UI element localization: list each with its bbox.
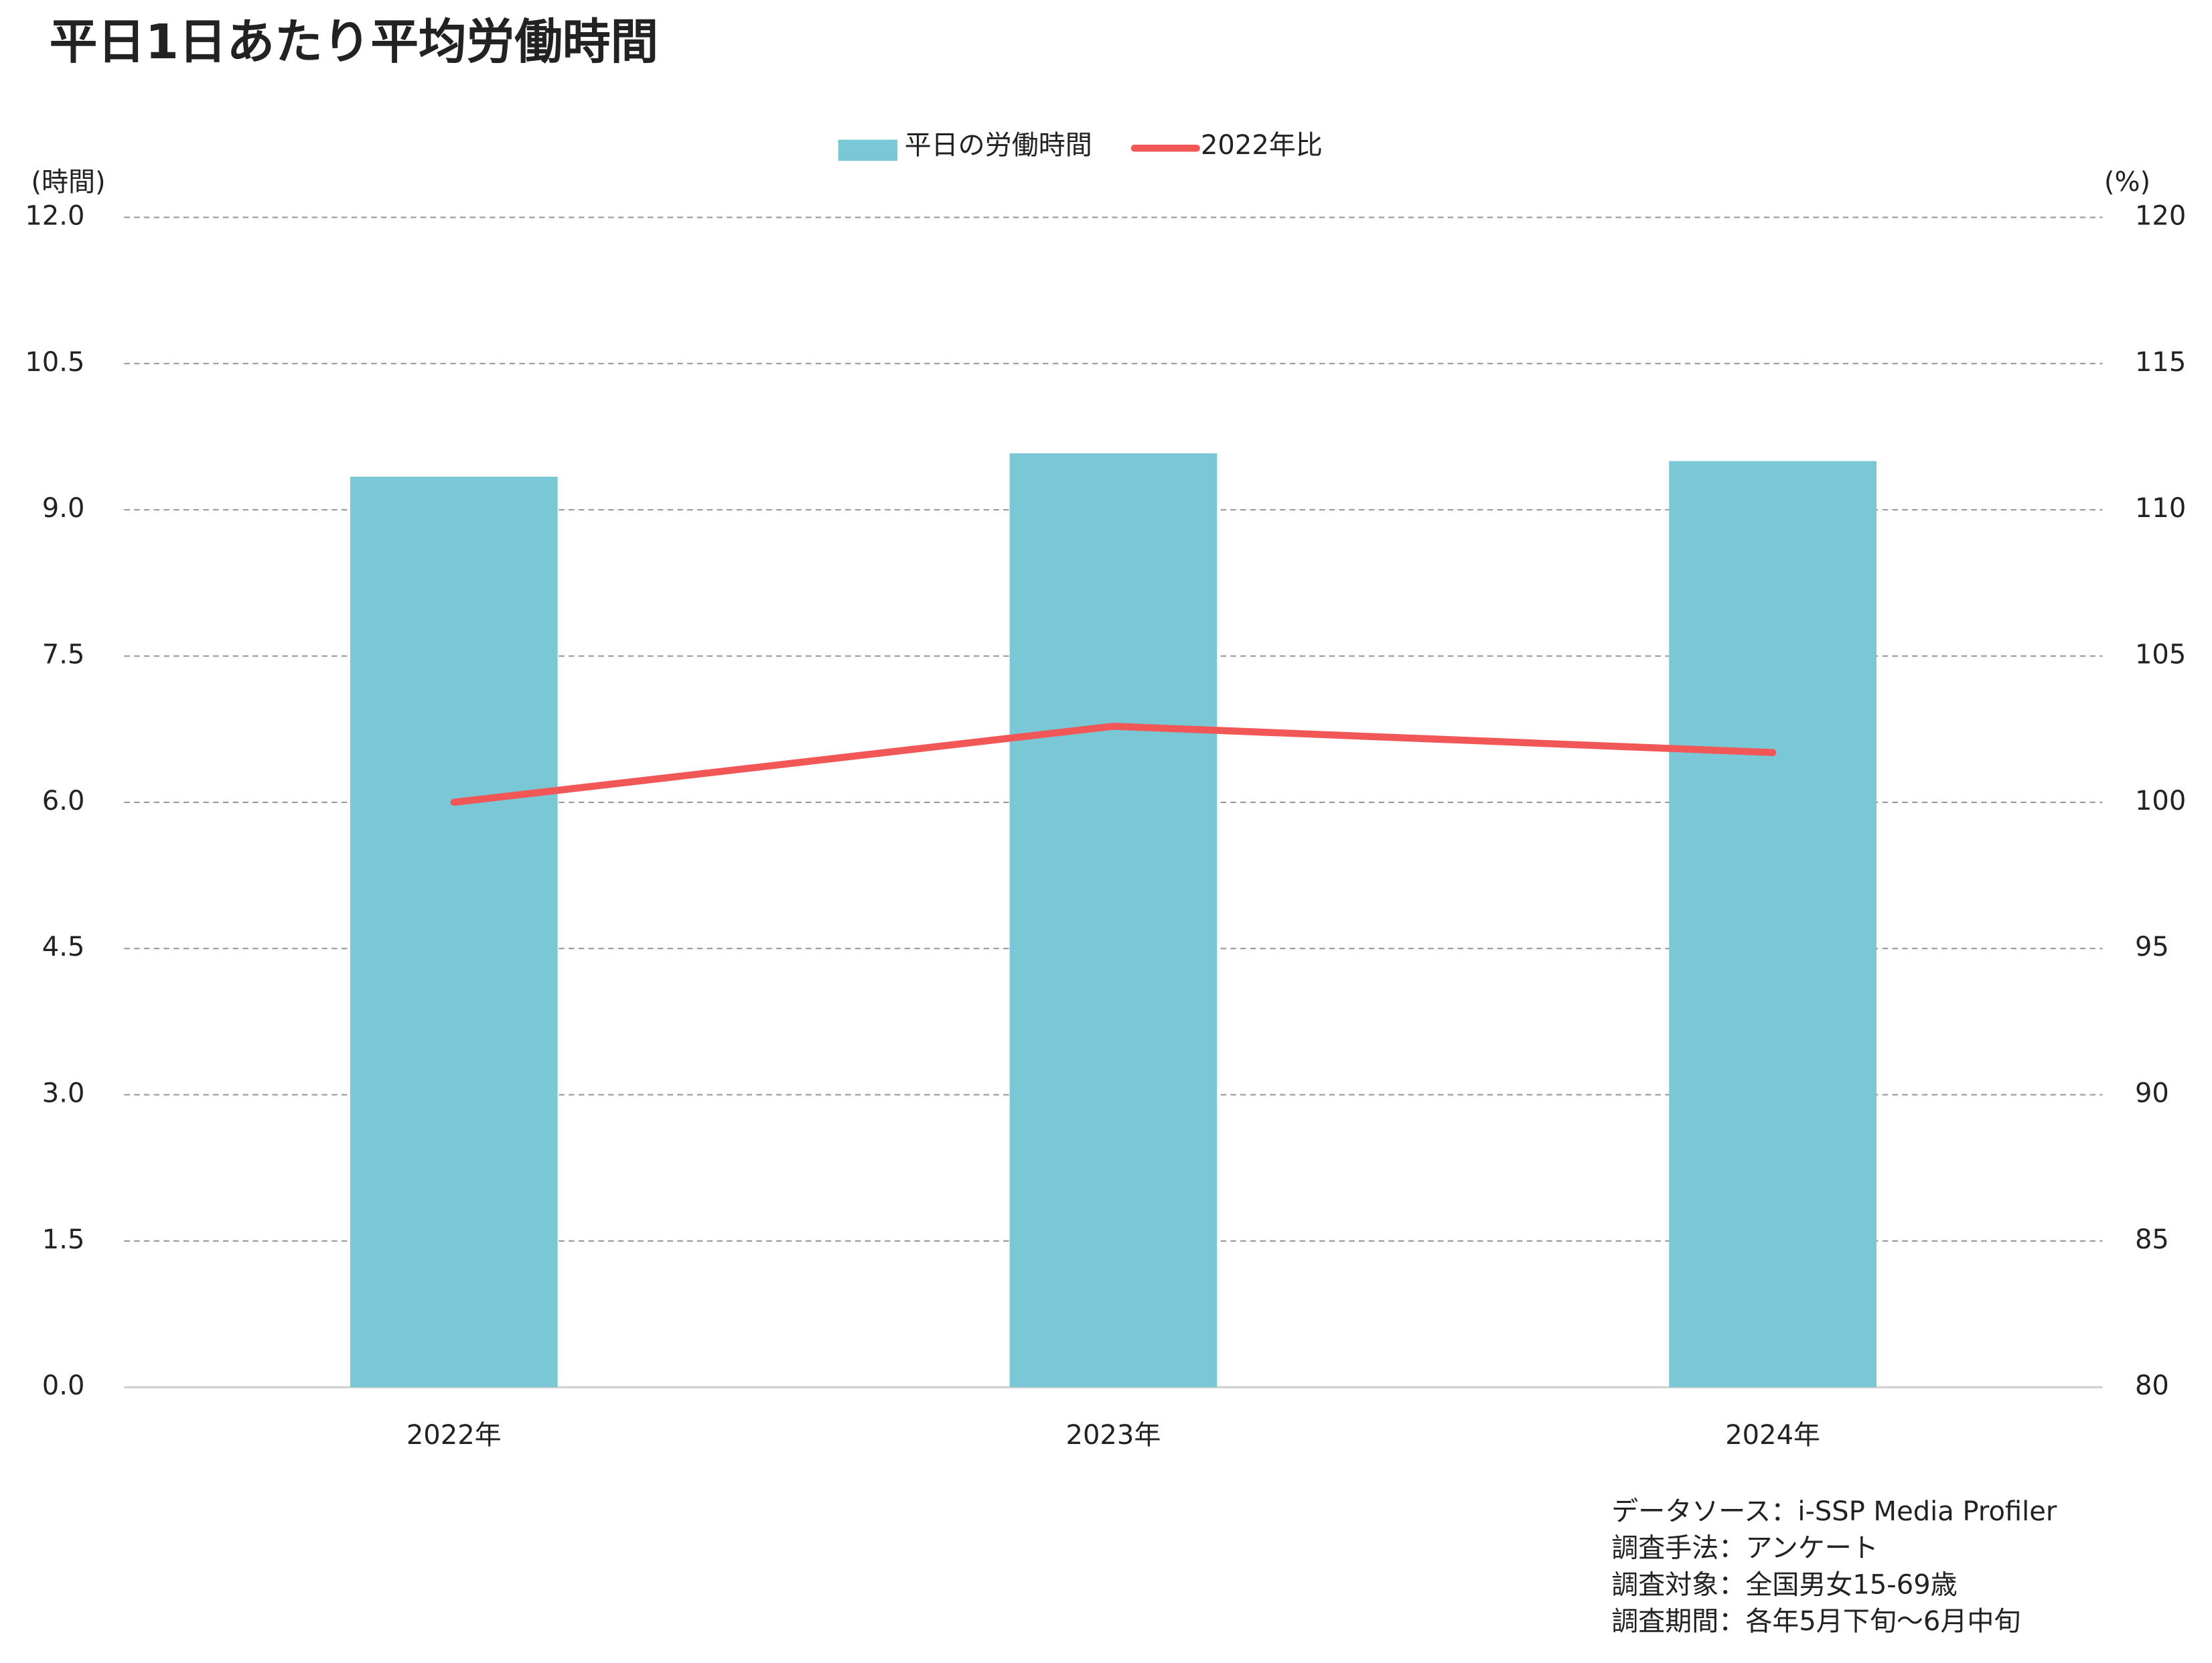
y-axis-label: (時間)	[31, 167, 105, 198]
x-tick-label: 2023年	[1066, 1420, 1161, 1451]
y-tick-label: 0.0	[42, 1370, 85, 1401]
line	[450, 723, 1777, 806]
x-tick-label: 2022年	[407, 1420, 502, 1451]
y-tick-label: 3.0	[42, 1078, 85, 1109]
y2-tick-label: 115	[2135, 347, 2186, 378]
bar	[1009, 453, 1218, 1388]
y-tick-label: 9.0	[42, 493, 85, 524]
y-tick-label: 4.5	[42, 932, 85, 962]
legend-label: 2022年比	[1201, 130, 1323, 161]
y2-axis-label: (%)	[2104, 167, 2150, 198]
bar	[1669, 461, 1877, 1388]
y2-tick-label: 100	[2135, 786, 2186, 816]
legend-label: 平日の労働時間	[905, 130, 1092, 161]
y2-tick-label: 85	[2135, 1224, 2169, 1255]
y-tick-label: 1.5	[42, 1224, 85, 1255]
y2-tick-label: 90	[2135, 1078, 2169, 1109]
y-tick-label: 6.0	[42, 786, 85, 816]
y2-tick-label: 105	[2135, 640, 2186, 670]
chart-title: 平日1日あたり平均労働時間	[50, 14, 658, 70]
bar	[350, 476, 558, 1388]
y2-tick-label: 110	[2135, 493, 2186, 524]
y2-tick-label: 95	[2135, 932, 2169, 962]
x-tick-label: 2024年	[1725, 1420, 1820, 1451]
footnote: データソース：i-SSP Media Profiler	[1611, 1496, 2057, 1527]
y2-tick-label: 120	[2135, 201, 2186, 232]
y-tick-label: 10.5	[25, 347, 84, 378]
footnote: 調査手法：アンケート	[1611, 1533, 1878, 1564]
legend-swatch	[838, 139, 898, 161]
y-tick-label: 7.5	[42, 640, 85, 670]
footnote: 調査期間：各年5月下旬～6月中旬	[1611, 1606, 2020, 1637]
y-tick-label: 12.0	[25, 201, 84, 232]
footnote: 調査対象：全国男女15-69歳	[1611, 1569, 1957, 1600]
y2-tick-label: 80	[2135, 1370, 2169, 1401]
